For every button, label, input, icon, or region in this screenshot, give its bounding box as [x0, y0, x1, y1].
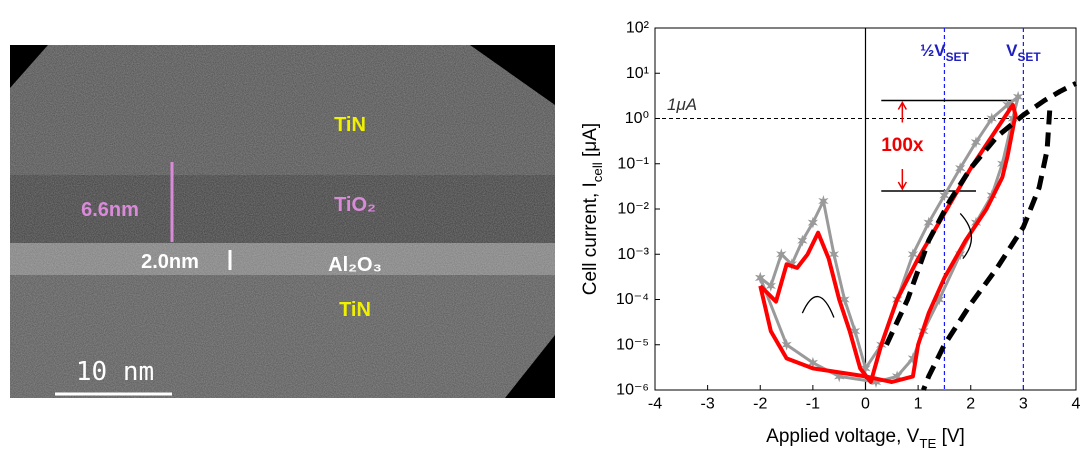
ratio-label: 100x: [881, 135, 924, 156]
set-label-part: ½V: [920, 41, 946, 60]
layer-label: TiO₂: [334, 194, 376, 216]
x-axis-label: Applied voltage, VTE [V]: [766, 426, 965, 452]
x-tick-label: 0: [861, 396, 870, 413]
series-line: [884, 81, 1078, 391]
star-marker: [765, 279, 776, 292]
star-marker: [849, 325, 861, 338]
star-marker: [923, 216, 934, 229]
series-line: [758, 102, 1018, 384]
y-axis-label-part: cell: [590, 162, 605, 182]
ratio-arrow: [897, 100, 907, 191]
x-tick-label: 2: [966, 396, 975, 413]
x-tick-label: -2: [753, 396, 767, 413]
y-tick-label: 10⁻⁴: [616, 291, 649, 308]
set-label: ½VSET: [920, 41, 969, 65]
star-marker: [818, 195, 829, 207]
y-tick-label: 10⁻¹: [617, 155, 649, 172]
star-marker: [834, 370, 845, 383]
layer-label: TiN: [334, 114, 366, 136]
x-tick-label: 1: [914, 396, 923, 413]
set-label-part: SET: [1017, 50, 1041, 64]
scale-label: 10 nm: [76, 357, 154, 387]
star-marker: [776, 248, 787, 261]
star-marker: [955, 162, 966, 175]
star-marker: [797, 234, 808, 247]
loop-arrow: [959, 212, 973, 260]
y-tick-label: 10¹: [626, 65, 649, 82]
star-marker: [828, 248, 840, 261]
star-marker: [970, 136, 982, 149]
y-tick-label: 10⁰: [625, 110, 649, 127]
star-marker: [1002, 98, 1013, 111]
x-tick-label: 4: [1072, 396, 1081, 413]
star-marker: [891, 370, 903, 383]
y-tick-label: 10⁻⁵: [616, 336, 649, 353]
y-axis-label: Cell current, Icell [μA]: [580, 123, 606, 295]
set-label: VSET: [1006, 41, 1041, 65]
y-axis-label-part: [μA]: [580, 123, 601, 162]
star-marker: [907, 352, 919, 365]
tem-image: [10, 45, 555, 398]
star-marker: [986, 112, 997, 125]
y-axis-label-part: Cell current, I: [580, 182, 601, 295]
star-marker: [807, 216, 819, 229]
x-tick-label: 3: [1019, 396, 1028, 413]
set-label-part: SET: [946, 50, 970, 64]
layer-label: TiN: [339, 299, 371, 321]
loop-arrow: [801, 295, 835, 318]
y-tick-label: 10⁻²: [617, 201, 649, 218]
x-tick-label: -3: [701, 396, 715, 413]
x-axis-label-part: Applied voltage, V: [766, 426, 919, 447]
x-axis-label-part: TE: [919, 436, 936, 451]
star-marker: [997, 157, 1008, 170]
star-marker: [907, 248, 919, 261]
x-tick-label: -4: [648, 396, 662, 413]
y-tick-label: 10²: [626, 20, 650, 37]
set-label-part: V: [1006, 41, 1018, 60]
y-tick-label: 10⁻³: [617, 246, 649, 263]
star-marker: [955, 248, 966, 261]
star-marker: [1012, 90, 1024, 103]
star-marker: [870, 376, 882, 388]
reference-label: 1μA: [667, 95, 697, 114]
y-tick-label: 10⁻⁶: [616, 382, 649, 399]
star-marker: [755, 271, 766, 284]
layer-label: 6.6nm: [81, 199, 139, 221]
star-marker: [934, 293, 945, 306]
star-marker: [839, 293, 850, 306]
star-marker: [939, 189, 950, 202]
star-marker: [860, 362, 871, 375]
layer-label: Al₂O₃: [328, 254, 382, 276]
x-axis-label-part: [V]: [936, 426, 965, 447]
layer-label: 2.0nm: [141, 251, 199, 273]
star-marker: [807, 356, 819, 369]
star-marker: [781, 338, 792, 351]
x-tick-label: -1: [806, 396, 820, 413]
